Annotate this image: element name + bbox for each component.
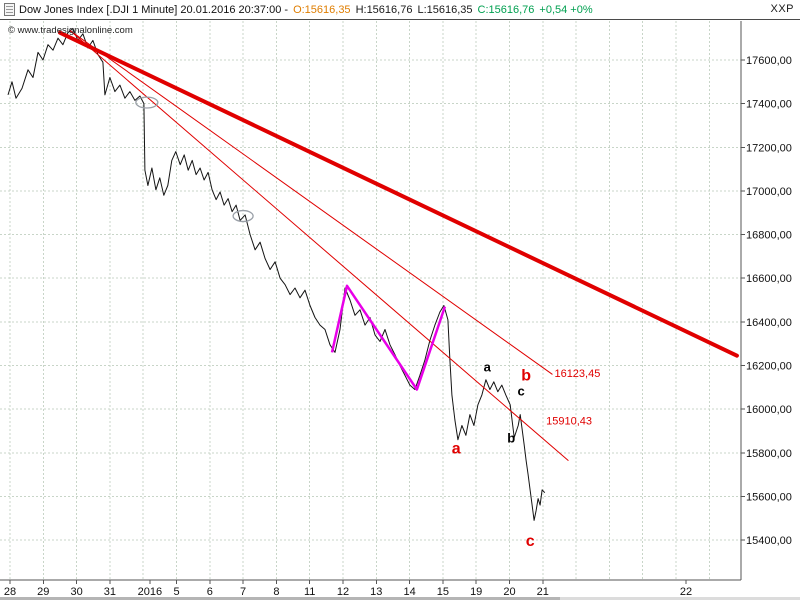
- elliott-zigzag[interactable]: [330, 284, 447, 391]
- app-icon: [4, 3, 15, 16]
- svg-text:31: 31: [104, 586, 116, 598]
- svg-text:17000,00: 17000,00: [746, 186, 792, 198]
- chart-canvas[interactable]: 17600,00 17400,00 17200,00 17000,00 16800,00…: [0, 21, 800, 600]
- ohlc-segment: L:15616,35: [417, 3, 473, 16]
- svg-text:b: b: [507, 431, 515, 446]
- svg-text:16000,00: 16000,00: [746, 404, 792, 416]
- axes: [0, 21, 745, 584]
- ellipse-marker: [135, 96, 159, 109]
- svg-text:c: c: [518, 384, 525, 399]
- svg-text:16200,00: 16200,00: [746, 360, 792, 372]
- svg-text:a: a: [452, 440, 461, 457]
- svg-text:21: 21: [537, 586, 549, 598]
- svg-text:15400,00: 15400,00: [746, 535, 792, 547]
- ohlc-segment: C:15616,76: [477, 3, 535, 16]
- trendlines[interactable]: [57, 30, 739, 461]
- y-axis-labels: 17600,00 17400,00 17200,00 17000,00 16800,00…: [746, 55, 792, 547]
- ohlc-values: O:15616,35 H:15616,76 L:15616,35 C:15616,76…: [288, 4, 593, 16]
- svg-text:a: a: [484, 360, 492, 375]
- grid-lines: [0, 21, 741, 580]
- watermark: © www.tradesignalonline.com: [8, 25, 133, 36]
- svg-text:15: 15: [437, 586, 449, 598]
- primary-downtrend-line: [57, 30, 739, 358]
- ellipse-marker: [232, 209, 254, 223]
- svg-text:14: 14: [403, 586, 415, 598]
- svg-text:17200,00: 17200,00: [746, 142, 792, 154]
- svg-text:8: 8: [273, 586, 279, 598]
- svg-text:15600,00: 15600,00: [746, 491, 792, 503]
- svg-text:b: b: [521, 367, 531, 384]
- svg-text:13: 13: [370, 586, 382, 598]
- xxp-label: XXP: [770, 3, 794, 15]
- svg-text:16800,00: 16800,00: [746, 230, 792, 242]
- svg-text:15800,00: 15800,00: [746, 448, 792, 460]
- tertiary-downtrend-line: [69, 30, 569, 461]
- svg-text:16400,00: 16400,00: [746, 317, 792, 329]
- svg-text:6: 6: [207, 586, 213, 598]
- price-labels: 16123,45 15910,43: [546, 368, 600, 428]
- svg-text:c: c: [526, 533, 535, 550]
- svg-text:16600,00: 16600,00: [746, 273, 792, 285]
- svg-text:7: 7: [240, 586, 246, 598]
- horizontal-scrollbar[interactable]: [0, 597, 800, 600]
- ohlc-segment: +0,54 +0%: [539, 3, 593, 16]
- svg-text:17600,00: 17600,00: [746, 55, 792, 67]
- svg-text:29: 29: [37, 586, 49, 598]
- svg-text:22: 22: [680, 586, 692, 598]
- svg-text:19: 19: [470, 586, 482, 598]
- svg-text:5: 5: [173, 586, 179, 598]
- svg-text:30: 30: [70, 586, 82, 598]
- chart-title: Dow Jones Index [.DJI 1 Minute] 20.01.20…: [19, 3, 289, 16]
- ohlc-segment: O:15616,35: [293, 3, 351, 16]
- secondary-downtrend-line: [69, 30, 553, 375]
- svg-text:15910,43: 15910,43: [546, 416, 592, 428]
- svg-text:12: 12: [337, 586, 349, 598]
- chart-header: Dow Jones Index [.DJI 1 Minute] 20.01.20…: [0, 0, 800, 20]
- scrollbar-thumb[interactable]: [0, 597, 560, 600]
- ohlc-segment: H:15616,76: [355, 3, 413, 16]
- svg-text:17400,00: 17400,00: [746, 99, 792, 111]
- x-axis-labels: 28 29 30 31 2016 5 6 7 8 11 12 13 14 15 19 20 21 22: [4, 586, 692, 598]
- svg-text:2016: 2016: [138, 586, 162, 598]
- svg-text:20: 20: [503, 586, 515, 598]
- svg-text:16123,45: 16123,45: [554, 368, 600, 380]
- svg-text:11: 11: [304, 586, 315, 598]
- svg-text:28: 28: [4, 586, 16, 598]
- price-series: [7, 27, 546, 521]
- ellipse-annotations[interactable]: [135, 96, 254, 223]
